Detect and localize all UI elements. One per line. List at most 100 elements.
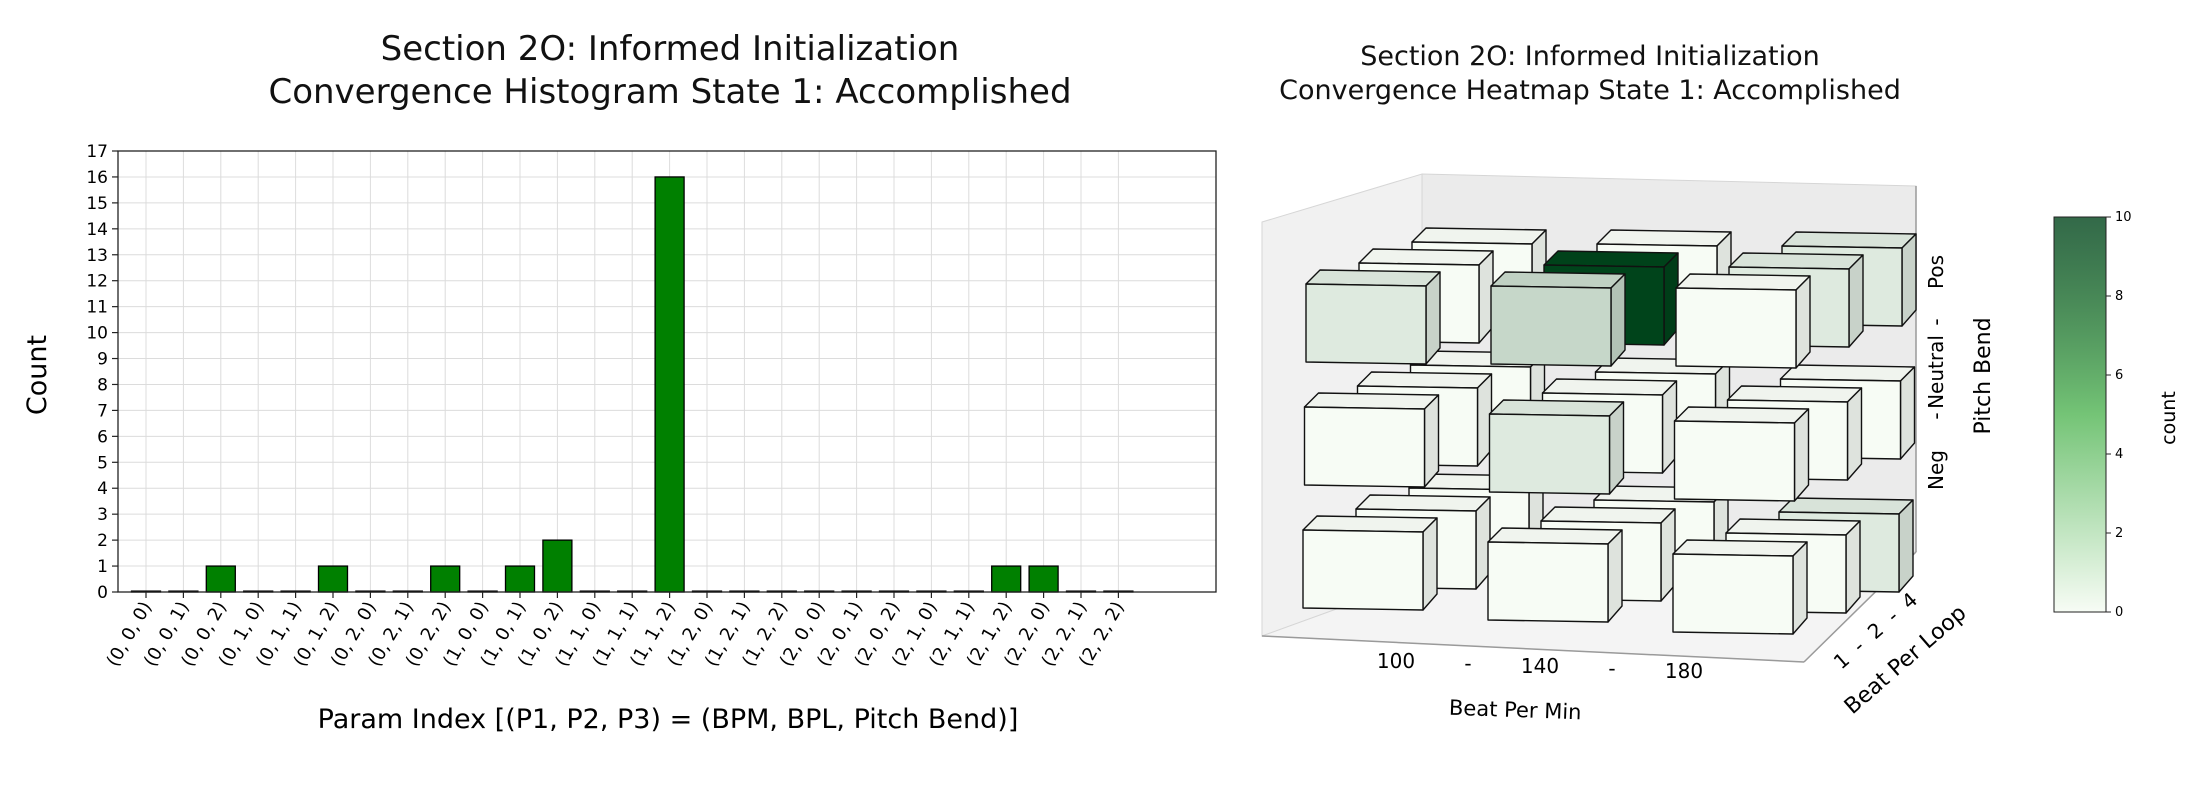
voxel-cube bbox=[1672, 539, 1808, 635]
voxel-cube bbox=[1543, 250, 1679, 346]
voxel-front-face bbox=[1409, 364, 1532, 446]
voxel-top-face bbox=[1302, 515, 1438, 533]
voxel-cube bbox=[1728, 252, 1864, 348]
heatmap-z-tick: Pos bbox=[1924, 255, 1948, 289]
y-tick-label: 3 bbox=[97, 505, 108, 525]
voxel-front-face bbox=[1781, 245, 1903, 327]
colorbar-gradient bbox=[2053, 216, 2107, 613]
histogram-title: Section 2O: Informed Initialization Conv… bbox=[180, 28, 1160, 113]
voxel-side-face bbox=[1475, 496, 1491, 590]
y-tick-label: 9 bbox=[97, 350, 108, 370]
voxel-top-face bbox=[1358, 248, 1494, 266]
voxel-top-face bbox=[1541, 378, 1678, 396]
voxel-top-face bbox=[1728, 252, 1864, 270]
voxel-cube bbox=[1725, 518, 1861, 614]
heatmap-z-tick: - bbox=[1924, 412, 1948, 419]
voxel-cube bbox=[1358, 248, 1494, 344]
back-pane bbox=[1421, 173, 1917, 579]
histogram-bar bbox=[654, 176, 685, 593]
voxel-cube bbox=[1726, 385, 1863, 481]
voxel-front-face bbox=[1725, 532, 1847, 614]
histogram-bar bbox=[991, 565, 1022, 593]
voxel-side-face bbox=[1899, 366, 1916, 460]
voxel-side-face bbox=[1793, 408, 1810, 502]
y-tick-label: 11 bbox=[86, 298, 108, 318]
histogram-bar bbox=[542, 539, 573, 593]
voxel-top-face bbox=[1411, 227, 1547, 245]
heatmap-title-line1: Section 2O: Informed Initialization bbox=[1360, 41, 1820, 72]
colorbar-tick-label: 0 bbox=[2115, 605, 2123, 620]
voxel-cube bbox=[1596, 229, 1732, 325]
voxel-front-face bbox=[1541, 392, 1664, 474]
histogram-bar bbox=[504, 565, 536, 593]
heatmap-x-tick: 140 bbox=[1521, 654, 1559, 678]
colorbar-tick-label: 4 bbox=[2115, 447, 2123, 462]
y-tick-label: 4 bbox=[97, 479, 108, 499]
voxel-cube bbox=[1408, 473, 1544, 569]
voxel-cube bbox=[1303, 392, 1440, 488]
voxel-cube bbox=[1779, 364, 1916, 460]
y-tick-label: 8 bbox=[97, 375, 108, 395]
histogram-bar bbox=[317, 565, 349, 593]
voxel-front-face bbox=[1358, 262, 1480, 344]
voxel-cube bbox=[1540, 506, 1676, 602]
voxel-side-face bbox=[1529, 352, 1546, 446]
voxel-front-face bbox=[1540, 520, 1662, 602]
voxel-front-face bbox=[1779, 378, 1902, 460]
heatmap-z-tick: Neg bbox=[1924, 450, 1948, 490]
voxel-front-face bbox=[1543, 264, 1665, 346]
voxel-top-face bbox=[1487, 527, 1623, 545]
voxel-side-face bbox=[1423, 394, 1440, 488]
heatmap-z-axis-label: Pitch Bend bbox=[1971, 317, 1996, 434]
heatmap-x-tick: - bbox=[1464, 652, 1471, 676]
voxel-top-face bbox=[1672, 539, 1808, 557]
y-tick-label: 5 bbox=[97, 453, 108, 473]
colorbar-label: count bbox=[2158, 391, 2180, 445]
heatmap-x-tick: 180 bbox=[1665, 659, 1703, 683]
voxel-front-face bbox=[1594, 371, 1717, 453]
voxel-cube bbox=[1409, 350, 1546, 446]
histogram-frame bbox=[117, 150, 1217, 593]
voxel-side-face bbox=[1901, 233, 1917, 327]
heatmap-x-axis-label: Beat Per Min bbox=[1449, 696, 1582, 725]
voxel-cube bbox=[1305, 269, 1441, 365]
voxel-side-face bbox=[1608, 401, 1625, 495]
histogram-bar bbox=[430, 565, 461, 593]
y-tick-label: 10 bbox=[86, 324, 108, 344]
voxel-side-face bbox=[1610, 273, 1626, 367]
voxel-side-face bbox=[1792, 541, 1808, 635]
y-tick-label: 15 bbox=[86, 194, 108, 214]
heatmap-z-tick: - bbox=[1924, 318, 1948, 325]
voxel-top-face bbox=[1543, 250, 1679, 268]
voxel-top-face bbox=[1593, 485, 1729, 503]
histogram-bar bbox=[1028, 565, 1059, 593]
voxel-top-face bbox=[1409, 350, 1546, 368]
y-tick-label: 17 bbox=[86, 142, 108, 162]
voxel-top-face bbox=[1303, 392, 1440, 410]
voxel-cube bbox=[1302, 515, 1438, 611]
heatmap-y-tick: - bbox=[1882, 604, 1903, 627]
voxel-front-face bbox=[1305, 283, 1427, 365]
left-pane bbox=[1261, 173, 1423, 637]
voxel-front-face bbox=[1487, 541, 1609, 623]
voxel-cube bbox=[1488, 399, 1625, 495]
y-tick-label: 12 bbox=[86, 272, 108, 292]
voxel-front-face bbox=[1411, 241, 1533, 323]
voxel-front-face bbox=[1728, 266, 1850, 348]
voxel-side-face bbox=[1663, 252, 1679, 346]
voxel-side-face bbox=[1716, 231, 1732, 325]
heatmap-title-line2: Convergence Heatmap State 1: Accomplishe… bbox=[1279, 74, 1901, 106]
voxel-front-face bbox=[1675, 287, 1797, 369]
heatmap-x-tick: 100 bbox=[1377, 649, 1415, 673]
voxel-top-face bbox=[1781, 231, 1917, 249]
voxel-cube bbox=[1490, 271, 1626, 367]
voxel-cube bbox=[1673, 406, 1810, 502]
voxel-cube bbox=[1593, 485, 1729, 581]
voxel-side-face bbox=[1795, 275, 1811, 369]
voxel-front-face bbox=[1408, 487, 1530, 569]
voxel-cube bbox=[1675, 273, 1811, 369]
colorbar-tick-label: 2 bbox=[2115, 526, 2123, 541]
voxel-top-face bbox=[1726, 385, 1863, 403]
voxel-cube bbox=[1778, 497, 1914, 593]
voxel-top-face bbox=[1673, 406, 1810, 424]
